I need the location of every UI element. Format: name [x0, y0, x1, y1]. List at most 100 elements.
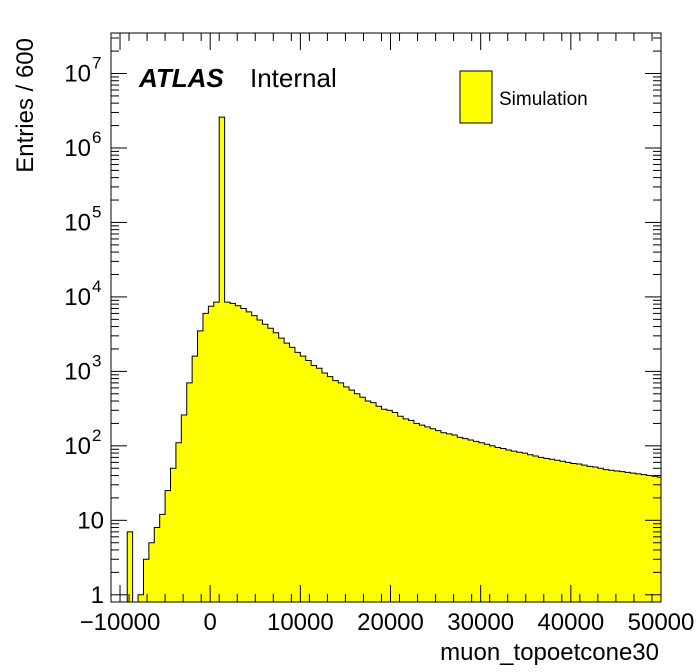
- histogram-bin: [392, 412, 399, 602]
- histogram-bin: [386, 410, 393, 602]
- histogram-bin: [365, 401, 371, 602]
- y-tick-label: 10: [64, 61, 91, 88]
- histogram-bin: [478, 442, 485, 602]
- histogram-bin: [430, 428, 436, 602]
- histogram-bin: [657, 477, 662, 602]
- histogram-bin: [576, 464, 582, 602]
- histogram-bin: [565, 462, 572, 602]
- histogram-bin: [159, 514, 166, 602]
- histogram-outline: [111, 116, 662, 603]
- histogram-bin: [592, 466, 599, 602]
- histogram-bin: [300, 356, 307, 602]
- histogram-bin: [278, 338, 285, 602]
- histogram-bin: [646, 475, 653, 602]
- atlas-label: ATLAS: [138, 63, 224, 93]
- legend-label: Simulation: [499, 89, 588, 110]
- histogram-bin: [630, 473, 637, 602]
- histogram-bin: [251, 315, 258, 602]
- histogram-bin: [267, 328, 274, 602]
- histogram-bin: [381, 409, 388, 602]
- x-tick-label: 50000: [628, 609, 695, 636]
- histogram-bin: [262, 324, 269, 602]
- histogram-bin: [511, 451, 518, 602]
- histogram-bin: [219, 117, 225, 602]
- histogram-bin: [608, 470, 615, 602]
- histogram-bin: [327, 376, 334, 602]
- tick-layer: [110, 33, 662, 602]
- histogram-bin: [651, 476, 658, 602]
- histogram-bin: [376, 406, 382, 602]
- histogram-bin: [397, 416, 404, 602]
- histogram-bin: [516, 452, 523, 602]
- histogram-bin: [603, 469, 610, 602]
- histogram-bin: [321, 373, 328, 602]
- histogram-bin: [208, 306, 215, 602]
- histogram-bin: [408, 420, 415, 602]
- histogram-bin: [316, 368, 323, 602]
- histogram-bin: [127, 531, 133, 602]
- histogram-bin: [489, 445, 496, 602]
- histogram-bin: [532, 456, 539, 602]
- y-tick-label: 10: [64, 135, 91, 162]
- histogram-bin: [468, 439, 474, 602]
- histogram-bin: [424, 426, 431, 602]
- y-tick-exponent: 2: [92, 426, 101, 445]
- histogram-bin: [338, 382, 344, 602]
- histogram-bin: [462, 438, 469, 602]
- y-tick-label: 1: [91, 582, 104, 609]
- histogram-bin: [349, 390, 355, 602]
- histogram-bin: [403, 418, 409, 602]
- y-tick-label: 10: [64, 358, 91, 385]
- x-tick-label: 30000: [447, 609, 514, 636]
- x-tick-label: 0: [204, 609, 217, 636]
- histogram-bin: [581, 465, 588, 602]
- y-tick-label: 10: [77, 507, 104, 534]
- histogram-bin: [413, 423, 420, 602]
- y-tick-exponent: 4: [92, 277, 101, 296]
- histogram-bin: [527, 454, 534, 602]
- histogram-bin: [419, 425, 426, 602]
- histogram-bin: [641, 474, 647, 602]
- x-tick-label: 20000: [357, 609, 424, 636]
- histogram-bin: [597, 468, 604, 602]
- histogram-bin: [619, 471, 626, 602]
- y-tick-exponent: 3: [92, 351, 101, 370]
- histogram-bin: [354, 393, 361, 602]
- legend-swatch: [459, 70, 493, 124]
- histogram-bin: [192, 356, 198, 602]
- histogram-bin: [202, 313, 209, 602]
- y-tick-exponent: 7: [92, 54, 101, 73]
- histogram-bin: [543, 458, 550, 602]
- histogram-bin: [181, 414, 188, 602]
- y-axis-title: Entries / 600: [12, 38, 39, 173]
- histogram-bin: [441, 432, 447, 602]
- histogram-bin: [570, 463, 577, 602]
- histogram-bin: [305, 360, 312, 602]
- histogram-bin: [186, 382, 193, 602]
- histogram-bin: [294, 352, 301, 602]
- histogram-bin: [614, 470, 620, 602]
- histogram-bin: [457, 437, 463, 602]
- atlas-sublabel: Internal: [250, 63, 337, 93]
- x-axis-title: muon_topoetcone30: [440, 639, 659, 666]
- histogram-bin: [289, 347, 296, 602]
- histogram-bin: [197, 330, 204, 602]
- histogram-bin: [500, 448, 507, 602]
- histogram-layer: [111, 116, 662, 603]
- y-tick-label: 10: [64, 433, 91, 460]
- histogram-bin: [473, 441, 480, 602]
- histogram-bin: [154, 527, 160, 602]
- histogram-bin: [484, 444, 490, 602]
- histogram-bin: [165, 490, 171, 602]
- histogram-bin: [495, 447, 501, 602]
- histogram-bin: [554, 460, 561, 602]
- histogram-bin: [522, 453, 528, 602]
- histogram-bin: [213, 302, 220, 602]
- histogram-bin: [143, 559, 150, 602]
- y-tick-exponent: 5: [92, 202, 101, 221]
- histogram-bin: [446, 433, 453, 602]
- histogram-bin: [359, 397, 366, 602]
